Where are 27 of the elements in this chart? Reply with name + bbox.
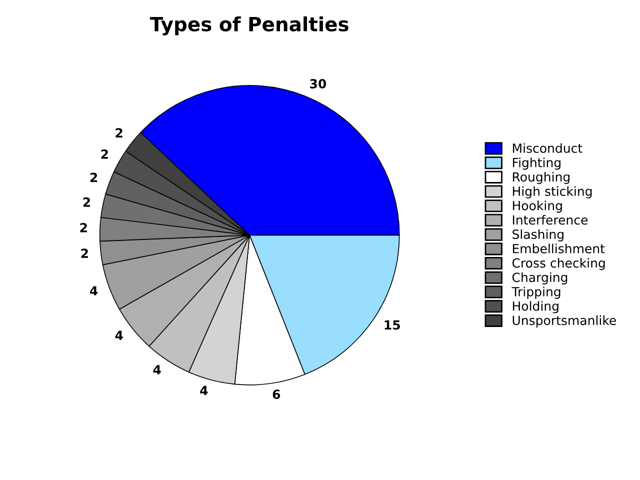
legend-label: Fighting <box>512 158 560 170</box>
data-label: 2 <box>80 222 87 232</box>
legend-label: Charging <box>512 272 568 284</box>
data-label: 4 <box>200 386 208 396</box>
data-label: 4 <box>153 365 161 374</box>
legend-label: Embellishment <box>512 244 605 254</box>
data-label: 30 <box>310 79 326 88</box>
data-label: 2 <box>81 248 88 258</box>
legend-label: Unsportsmanlike <box>512 315 616 328</box>
data-label: 2 <box>90 172 98 182</box>
legend-label: Holding <box>512 301 558 314</box>
data-label: 15 <box>384 320 400 330</box>
legend-label: Interference <box>512 214 588 225</box>
legend-label: High sticking <box>512 186 592 198</box>
legend-label: Roughing <box>512 172 570 184</box>
data-label: 2 <box>116 128 122 138</box>
data-label: 6 <box>272 390 280 400</box>
chart-title: Types of Penalties <box>150 16 348 36</box>
legend-label: Hooking <box>512 200 562 213</box>
data-label: 4 <box>90 286 98 296</box>
legend-label: Cross checking <box>512 258 605 270</box>
legend-label: Tripping <box>512 286 560 299</box>
legend-label: Slashing <box>512 229 564 242</box>
data-label: 2 <box>83 197 90 207</box>
legend-label: Misconduct <box>512 143 582 153</box>
data-label: 2 <box>101 149 108 159</box>
data-label: 4 <box>115 330 123 340</box>
